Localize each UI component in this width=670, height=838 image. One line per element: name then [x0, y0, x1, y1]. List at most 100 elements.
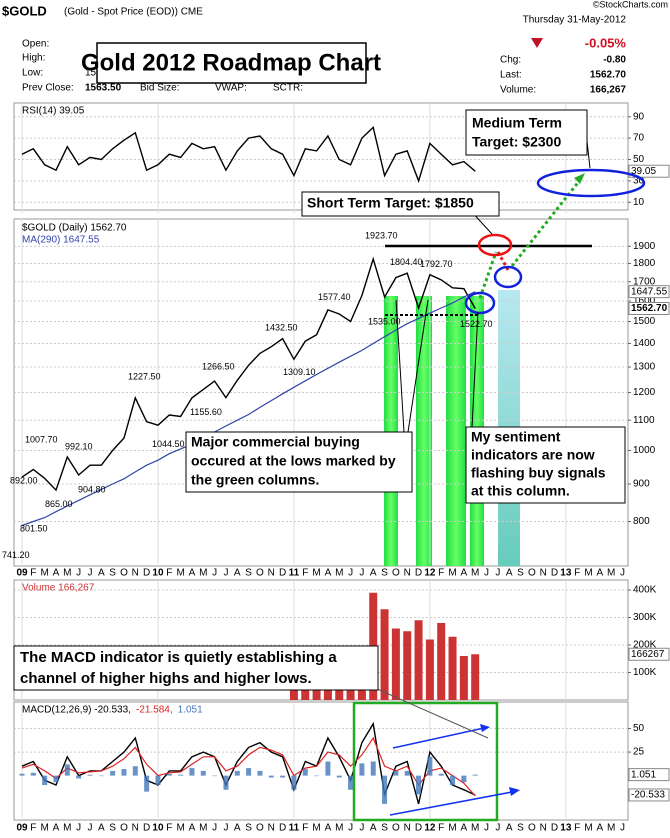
x-tick-label: 12: [424, 568, 436, 579]
y-tick-label: 50: [633, 154, 645, 165]
x-tick-label: O: [256, 823, 264, 834]
x-tick-label: S: [109, 823, 116, 834]
x-tick-label: 09: [16, 823, 28, 834]
x-tick-label: A: [53, 568, 60, 579]
bar: [87, 774, 93, 776]
x-tick-label: A: [325, 568, 332, 579]
bar: [98, 775, 104, 777]
price-label: 1535.00: [368, 317, 401, 327]
price-label: 992.10: [65, 441, 93, 451]
x-tick-label: M: [607, 568, 615, 579]
price-label: 1266.50: [202, 362, 235, 372]
y-tick-label: 1500: [633, 316, 656, 327]
x-tick-label: 10: [152, 823, 164, 834]
x-tick-label: J: [76, 568, 81, 579]
price-label: 1044.50: [152, 439, 185, 449]
x-tick-label: S: [517, 568, 524, 579]
x-tick-label: A: [189, 823, 196, 834]
bar: [301, 683, 310, 700]
x-tick-label: A: [234, 568, 241, 579]
bar: [200, 770, 206, 776]
x-tick-label: A: [53, 823, 60, 834]
bar: [110, 770, 116, 776]
x-tick-label: N: [268, 823, 275, 834]
x-tick-label: M: [312, 568, 320, 579]
x-tick-label: M: [63, 568, 71, 579]
x-tick-label: M: [335, 568, 343, 579]
x-tick-label: J: [495, 823, 500, 834]
x-tick-label: J: [359, 568, 364, 579]
note: My sentiment: [471, 429, 561, 445]
bar: [178, 774, 184, 776]
bar: [166, 773, 172, 776]
x-tick-label: J: [348, 568, 353, 579]
x-tick-label: A: [370, 823, 377, 834]
header-field: Low:: [22, 68, 43, 79]
credit: ©StockCharts.com: [593, 0, 668, 9]
bar: [414, 620, 423, 700]
price-label: 801.50: [20, 523, 48, 533]
x-tick-label: 13: [560, 568, 572, 579]
y-tick-label: 90: [633, 111, 645, 122]
bar: [189, 768, 195, 776]
arrow-head: [574, 173, 585, 184]
projection: [478, 251, 498, 299]
x-tick-label: N: [540, 823, 547, 834]
x-tick-label: J: [212, 568, 217, 579]
x-tick-label: F: [166, 823, 172, 834]
x-tick-label: A: [98, 568, 105, 579]
legend-entry: Volume 166,267: [22, 583, 95, 594]
x-tick-label: A: [596, 568, 603, 579]
x-tick-label: F: [166, 568, 172, 579]
x-tick-label: M: [63, 823, 71, 834]
note: indicators are now: [471, 447, 595, 463]
last-value-label: 1562.70: [631, 303, 668, 314]
bar: [336, 775, 342, 778]
x-tick-label: J: [620, 568, 625, 579]
channel-line: [392, 727, 485, 749]
x-tick-label: F: [574, 823, 580, 834]
x-tick-label: 12: [424, 823, 436, 834]
down-arrow: [531, 38, 543, 48]
last-value-label: 1647.55: [631, 286, 668, 297]
last-value-box: [628, 788, 670, 802]
bar: [404, 770, 410, 776]
x-tick-label: D: [551, 823, 558, 834]
x-tick-label: S: [245, 823, 252, 834]
header-field: Chg:: [500, 55, 521, 66]
change-pct: -0.05%: [585, 35, 627, 50]
bar: [268, 775, 274, 778]
x-tick-label: D: [279, 823, 286, 834]
x-tick-label: A: [189, 568, 196, 579]
bar: [370, 761, 376, 776]
circle: [464, 291, 496, 315]
note: Major commercial buying: [191, 434, 360, 450]
x-tick-label: A: [370, 568, 377, 579]
bar: [132, 766, 138, 776]
last-value-box: [628, 301, 670, 315]
bar: [461, 775, 467, 783]
price-label: 1227.50: [128, 372, 161, 382]
bar: [391, 628, 400, 700]
x-tick-label: 13: [560, 823, 572, 834]
x-tick-label: O: [120, 823, 128, 834]
last-value-label: 39.05: [631, 166, 656, 177]
header-field: 1562.70: [590, 70, 627, 81]
x-tick-label: A: [596, 823, 603, 834]
y-tick-label: 900: [633, 479, 650, 490]
header-field: Volume:: [500, 85, 536, 96]
header-field: Open:: [22, 39, 49, 50]
x-tick-label: 09: [16, 568, 28, 579]
bar: [416, 775, 422, 795]
x-tick-label: J: [359, 823, 364, 834]
x-tick-label: M: [584, 568, 592, 579]
note: Medium Term: [472, 115, 562, 131]
x-tick-label: A: [461, 823, 468, 834]
x-tick-label: M: [584, 823, 592, 834]
title: Gold 2012 Roadmap Chart: [81, 49, 381, 76]
bar: [280, 775, 286, 778]
channel-line: [389, 791, 513, 816]
legend-entry: $GOLD (Daily) 1562.70: [22, 223, 127, 234]
x-tick-label: D: [415, 823, 422, 834]
bar: [223, 775, 229, 790]
